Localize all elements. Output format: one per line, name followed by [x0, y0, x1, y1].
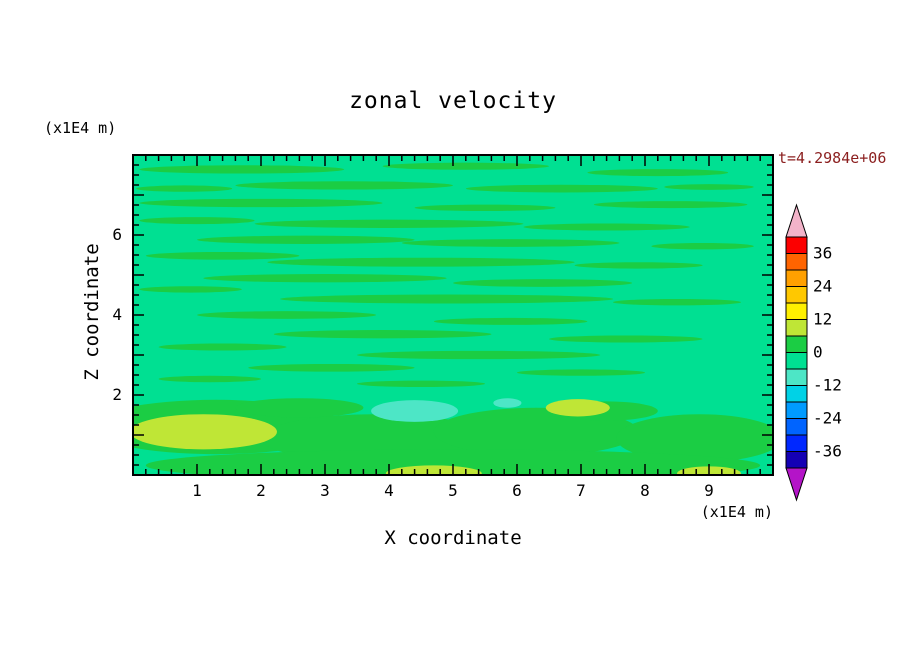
- colorbar-band: [785, 451, 808, 469]
- contour-blob: [433, 317, 588, 325]
- contour-blob: [145, 449, 761, 475]
- contour-blob: [574, 262, 703, 269]
- contour-blob: [235, 398, 364, 418]
- contour-blob: [549, 335, 703, 343]
- contour-field: [133, 155, 773, 475]
- contour-blob: [664, 184, 754, 190]
- contour-blob: [280, 294, 613, 304]
- colorbar-label: -24: [813, 409, 842, 428]
- y-tick-label: 6: [112, 225, 122, 244]
- colorbar-band: [785, 368, 808, 386]
- contour-blob: [523, 223, 690, 231]
- contour-blob: [587, 169, 729, 177]
- colorbar-band: [785, 434, 808, 452]
- contour-blob: [357, 350, 601, 360]
- contour-blob: [196, 235, 415, 244]
- x-tick-label: 3: [320, 481, 330, 500]
- x-tick-label: 8: [640, 481, 650, 500]
- contour-blob: [371, 400, 459, 422]
- x-tick-label: 2: [256, 481, 266, 500]
- colorbar-label: 36: [813, 244, 832, 263]
- colorbar-labels: 36 24 12 0 -12 -24 -36: [813, 244, 842, 461]
- contour-blob: [158, 375, 261, 383]
- contour-blob: [517, 369, 645, 376]
- colorbar: [785, 203, 808, 502]
- contour-blob: [385, 465, 482, 475]
- contour-blob: [593, 201, 748, 209]
- x-tick-label: 6: [512, 481, 522, 500]
- colorbar-band: [785, 319, 808, 337]
- contour-blob: [382, 162, 549, 170]
- colorbar-label: 12: [813, 310, 832, 329]
- y-tick-label: 2: [112, 385, 122, 404]
- contour-blob: [651, 243, 754, 250]
- contour-blob: [133, 414, 277, 450]
- contour-blob: [139, 165, 345, 174]
- contour-blob: [248, 363, 415, 372]
- x-axis-label: X coordinate: [384, 527, 522, 549]
- contour-blob: [197, 311, 377, 319]
- contour-blob: [145, 251, 300, 260]
- colorbar-label: -36: [813, 442, 842, 461]
- x-axis-units-label: (x1E4 m): [700, 503, 773, 521]
- axis-tick-labels: 1 2 3 4 5 6 7 8 9 2 4 6: [112, 225, 713, 500]
- colorbar-under-arrow: [785, 467, 808, 502]
- contour-blob: [136, 185, 233, 192]
- colorbar-band: [785, 352, 808, 370]
- colorbar-band: [785, 236, 808, 254]
- contour-blob: [616, 414, 773, 463]
- colorbar-band: [785, 286, 808, 304]
- colorbar-band: [785, 253, 808, 271]
- colorbar-label: 0: [813, 343, 823, 362]
- colorbar-band: [785, 418, 808, 436]
- contour-blob: [414, 204, 556, 211]
- plot-border: [132, 154, 774, 476]
- x-tick-label: 1: [192, 481, 202, 500]
- colorbar-band: [785, 335, 808, 353]
- x-tick-label: 9: [704, 481, 714, 500]
- y-tick-label: 4: [112, 305, 122, 324]
- contour-blob: [158, 343, 287, 351]
- contour-blob: [401, 239, 620, 247]
- contour-blob: [203, 274, 447, 283]
- contour-blob: [254, 219, 524, 228]
- colorbar-band: [785, 302, 808, 320]
- colorbar-band: [785, 401, 808, 419]
- contour-blob: [545, 399, 610, 417]
- time-annotation: t=4.2984e+06: [778, 149, 887, 167]
- contour-blob: [613, 299, 741, 306]
- contour-blob: [273, 330, 492, 339]
- x-tick-label: 7: [576, 481, 586, 500]
- x-tick-label: 4: [384, 481, 394, 500]
- contour-blob: [493, 398, 522, 408]
- colorbar-over-arrow: [785, 203, 808, 238]
- contour-blob: [139, 217, 255, 225]
- contour-blob: [139, 198, 383, 208]
- colorbar-label: -12: [813, 376, 842, 395]
- colorbar-band: [785, 269, 808, 287]
- colorbar-label: 24: [813, 277, 832, 296]
- contour-blob: [235, 181, 453, 190]
- y-axis-units-label: (x1E4 m): [44, 119, 117, 137]
- chart-title: zonal velocity: [349, 88, 557, 114]
- contour-blob: [452, 279, 633, 287]
- contour-blob: [267, 257, 575, 267]
- colorbar-band: [785, 385, 808, 403]
- contour-blob: [139, 286, 242, 293]
- x-tick-label: 5: [448, 481, 458, 500]
- contour-blob: [465, 184, 658, 193]
- contour-blob: [357, 380, 485, 387]
